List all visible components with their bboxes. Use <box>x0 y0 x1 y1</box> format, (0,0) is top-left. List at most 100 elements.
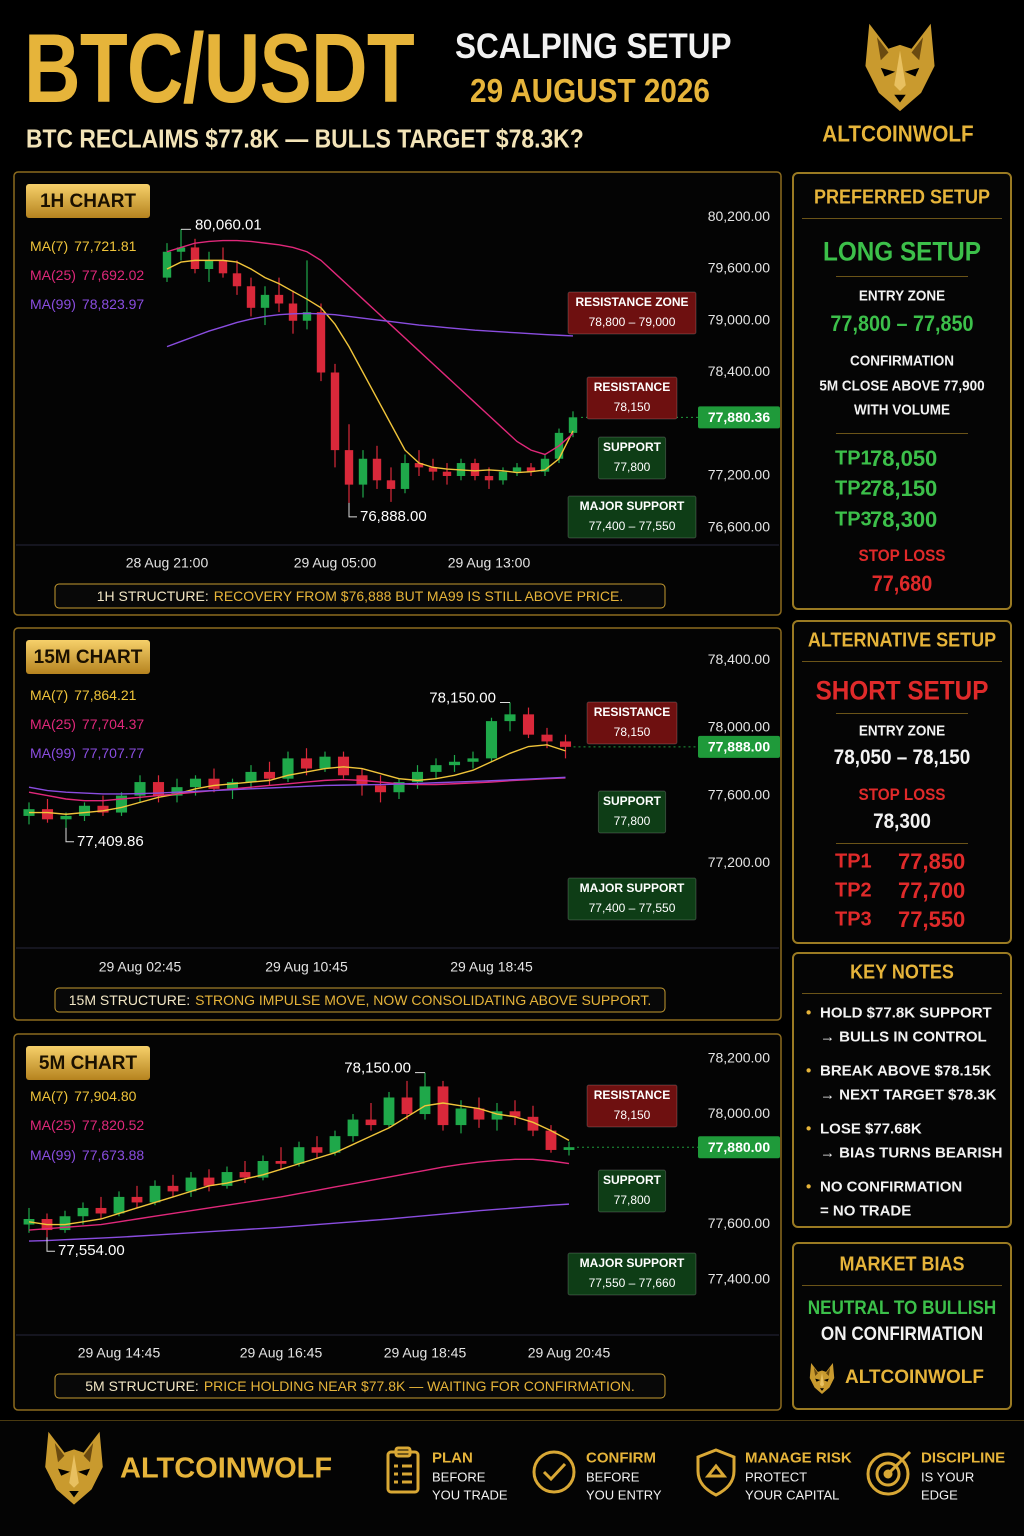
candle-body <box>337 756 350 776</box>
zone-box <box>586 701 678 745</box>
structure-box <box>54 987 666 1013</box>
brand-name: ALTCOINWOLF <box>120 1452 333 1485</box>
bullet: • <box>806 1004 812 1022</box>
footer-item-line: YOU ENTRY <box>586 1487 662 1503</box>
target-name: TP1 <box>835 850 872 873</box>
low-label: 76,888.00 <box>360 508 427 525</box>
divider <box>802 993 1002 994</box>
zone-name: MAJOR SUPPORT <box>580 499 685 513</box>
zone-box <box>597 790 667 834</box>
plan-icon <box>386 1446 420 1494</box>
target-name: TP2 <box>835 879 872 902</box>
footer <box>0 1420 1024 1536</box>
x-tick-label: 29 Aug 18:45 <box>450 959 533 975</box>
structure-label: 1H STRUCTURE: <box>97 588 209 604</box>
candle-body <box>176 247 186 252</box>
x-tick-label: 29 Aug 02:45 <box>99 959 182 975</box>
candle-body <box>568 417 578 433</box>
zone-box <box>586 1084 678 1128</box>
candle-body <box>190 247 200 269</box>
divider <box>802 1285 1002 1286</box>
brand-name: ALTCOINWOLF <box>822 120 974 147</box>
price-tag <box>698 735 780 758</box>
candle-body <box>559 741 572 747</box>
candle-body <box>512 467 522 472</box>
target-value: 77,550 <box>898 907 966 932</box>
candle-body <box>374 785 387 793</box>
note-line: → BULLS IN CONTROL <box>820 1028 987 1046</box>
candle-body <box>455 1108 467 1126</box>
zone-box <box>586 376 678 420</box>
candle-body <box>437 1086 449 1126</box>
legend-entry: MA(99) 77,707.77 <box>30 745 144 761</box>
candle-body <box>232 273 242 287</box>
panel-title: ALTERNATIVE SETUP <box>807 629 997 652</box>
candle-body <box>509 1111 521 1117</box>
zone-range: 77,400 – 77,550 <box>589 901 676 915</box>
target-value: 77,850 <box>898 849 966 874</box>
candle-body <box>131 1196 143 1203</box>
zone-name: MAJOR SUPPORT <box>580 1256 685 1270</box>
candle-body <box>522 714 535 735</box>
high-label: 78,150.00 <box>344 1060 411 1077</box>
zone-range: 77,800 <box>614 1193 651 1207</box>
candle-body <box>189 778 202 788</box>
low-label: 77,409.86 <box>77 833 144 850</box>
bias-line: ON CONFIRMATION <box>820 1324 984 1345</box>
legend-name: MA(7) <box>30 238 68 254</box>
candle-body <box>319 756 331 769</box>
note-line: = NO TRADE <box>820 1202 912 1220</box>
legend-name: MA(25) <box>30 716 76 732</box>
note-line: LOSE $77.68K <box>820 1120 922 1138</box>
stop-label: STOP LOSS <box>858 546 946 565</box>
candle-body <box>274 294 284 304</box>
note-line: → NEXT TARGET $78.3K <box>820 1086 997 1104</box>
candle-body <box>411 771 424 783</box>
candle-body <box>545 1130 557 1150</box>
legend-name: MA(99) <box>30 1147 76 1163</box>
candle-body <box>204 260 214 269</box>
ma-line <box>166 259 574 474</box>
x-tick-label: 28 Aug 21:00 <box>126 555 209 571</box>
candle-body <box>485 721 498 759</box>
headline: BTC RECLAIMS $77.8K — BULLS TARGET $78.3… <box>26 123 584 154</box>
high-label: 80,060.01 <box>195 216 262 233</box>
footer-item-title: CONFIRM <box>586 1449 656 1467</box>
footer-item-line: EDGE <box>921 1487 958 1503</box>
chart-title: 1H CHART <box>40 191 136 212</box>
footer-item-line: BEFORE <box>586 1469 640 1485</box>
candle-body <box>95 1207 107 1214</box>
candle-body <box>498 471 508 481</box>
zone-range: 78,150 <box>614 400 651 414</box>
zone-range: 77,800 <box>614 814 651 828</box>
footer-item-line: PROTECT <box>745 1469 808 1485</box>
legend-value: 77,707.77 <box>82 745 144 761</box>
preferred-setup-panel <box>792 172 1012 610</box>
zone-range: 77,550 – 77,660 <box>589 1276 676 1290</box>
bullet: • <box>806 1178 812 1196</box>
high-label: 78,150.00 <box>429 689 496 706</box>
candle-body <box>41 809 54 820</box>
x-tick-label: 29 Aug 20:45 <box>528 1345 611 1361</box>
entry-label: ENTRY ZONE <box>858 722 946 740</box>
confirmation-line: WITH VOLUME <box>854 401 950 419</box>
chart-title: 5M CHART <box>39 1053 138 1074</box>
footer-item-title: DISCIPLINE <box>921 1449 1006 1467</box>
note-line: HOLD $77.8K SUPPORT <box>820 1004 992 1022</box>
structure-box <box>54 1373 666 1399</box>
ma-line <box>28 1158 570 1231</box>
legend-value: 77,904.80 <box>74 1088 136 1104</box>
target-value: 77,700 <box>898 878 966 903</box>
panel-frame <box>13 1033 782 1411</box>
legend-name: MA(25) <box>30 267 76 283</box>
zone-box <box>597 436 667 480</box>
legend-name: MA(7) <box>30 687 68 703</box>
structure-note: 15M STRUCTURE: STRONG IMPULSE MOVE, NOW C… <box>69 992 651 1008</box>
candle-body <box>393 782 405 793</box>
footer-item-line: YOUR CAPITAL <box>745 1487 840 1503</box>
y-tick-label: 80,200.00 <box>708 208 770 224</box>
legend-value: 77,704.37 <box>82 716 144 732</box>
ma-line <box>28 1203 570 1242</box>
candle-body <box>311 1147 323 1153</box>
low-connector <box>46 1237 55 1252</box>
